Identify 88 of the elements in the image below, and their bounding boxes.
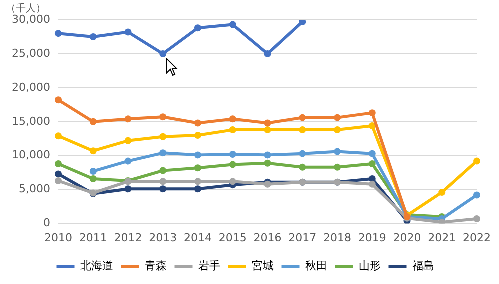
point — [90, 118, 97, 126]
point — [299, 20, 306, 26]
point — [124, 158, 132, 165]
x-tick-label: 2015 — [218, 231, 247, 244]
legend-label: 山形 — [358, 259, 381, 272]
x-tick-label: 2012 — [114, 231, 142, 244]
point — [299, 164, 306, 171]
point — [54, 132, 62, 140]
point — [194, 178, 202, 186]
point — [160, 150, 167, 157]
point — [264, 152, 272, 159]
y-tick-label: 0 — [43, 216, 50, 230]
x-tick-label: 2019 — [358, 231, 386, 244]
y-tick-label: 30,000 — [12, 12, 50, 26]
point — [474, 158, 481, 165]
point — [194, 164, 202, 172]
y-tick-label: 5,000 — [18, 182, 50, 196]
legend-label: 青森 — [144, 259, 167, 272]
point — [229, 21, 236, 28]
point — [194, 120, 202, 127]
point — [194, 24, 202, 32]
x-tick-label: 2010 — [44, 231, 72, 244]
point — [160, 186, 167, 193]
point — [474, 192, 481, 199]
point — [90, 33, 97, 40]
y-tick-label: 25,000 — [12, 46, 50, 60]
point — [54, 160, 62, 168]
point — [90, 175, 97, 182]
y-tick-label: 10,000 — [12, 148, 50, 162]
y-axis-title: （千人） — [6, 2, 46, 15]
point — [299, 114, 306, 122]
point — [299, 150, 306, 158]
legend-label: 北海道 — [80, 259, 114, 272]
point — [264, 126, 272, 134]
point — [334, 114, 341, 122]
point — [54, 178, 62, 184]
point — [229, 126, 236, 134]
point — [368, 160, 376, 168]
point — [124, 28, 132, 36]
point — [124, 116, 132, 123]
y-tick-label: 20,000 — [12, 80, 50, 94]
x-tick-label: 2014 — [184, 231, 212, 244]
point — [194, 152, 202, 159]
point — [368, 110, 376, 117]
x-tick-label: 2013 — [149, 231, 178, 244]
point — [194, 132, 202, 139]
point — [264, 50, 272, 58]
x-tick-label: 2011 — [79, 231, 108, 244]
x-tick-label: 2021 — [428, 231, 456, 244]
point — [368, 180, 376, 188]
x-tick-label: 2018 — [324, 231, 352, 244]
x-tick-label: 2020 — [393, 231, 422, 244]
point — [160, 133, 167, 140]
point — [229, 178, 236, 186]
point — [334, 126, 341, 134]
x-tick-label: 2022 — [463, 231, 492, 244]
point — [54, 96, 62, 104]
point — [334, 164, 341, 171]
legend-label: 岩手 — [198, 259, 220, 272]
point — [160, 178, 167, 186]
point — [90, 168, 97, 175]
legend-label: 秋田 — [305, 259, 328, 272]
point — [438, 189, 446, 196]
point — [54, 30, 62, 38]
point — [229, 161, 236, 168]
point — [124, 186, 132, 193]
x-tick-label: 2016 — [254, 231, 282, 244]
point — [264, 120, 272, 127]
point — [438, 218, 446, 224]
point — [229, 116, 236, 123]
legend-label: 福島 — [412, 259, 434, 272]
point — [264, 160, 272, 167]
y-tick-label: 15,000 — [12, 114, 50, 128]
point — [299, 126, 306, 134]
x-tick-label: 2017 — [288, 231, 317, 244]
point — [368, 150, 376, 158]
point — [229, 151, 236, 158]
point — [368, 122, 376, 130]
point — [160, 167, 167, 174]
point — [160, 114, 167, 121]
point — [474, 216, 481, 223]
point — [124, 137, 132, 144]
point — [194, 186, 202, 193]
legend-label: 宮城 — [252, 259, 274, 272]
point — [334, 148, 341, 156]
point — [160, 50, 167, 58]
point — [54, 170, 62, 178]
point — [90, 148, 97, 155]
